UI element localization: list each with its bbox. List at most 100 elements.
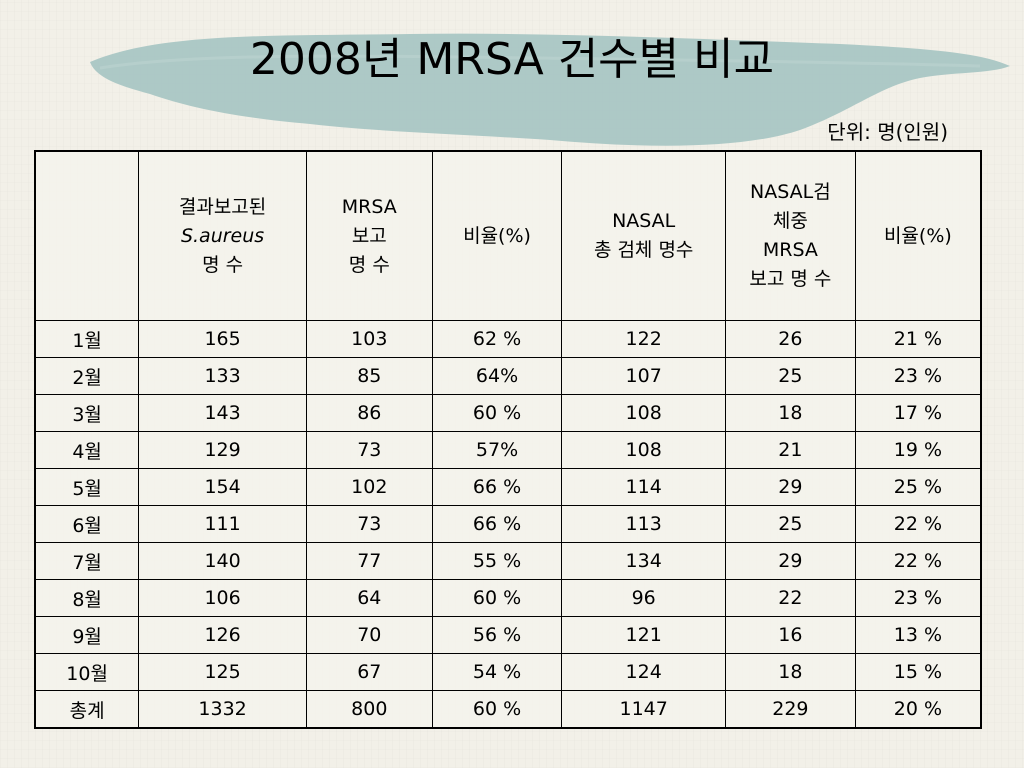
table-row: 1월 165 103 62 % 122 26 21 %	[34, 320, 982, 358]
column-header-line: MRSA	[341, 195, 397, 218]
table-cell: 73	[305, 431, 433, 469]
row-label-cell: 5월	[34, 468, 140, 506]
table-row: 총계 1332 800 60 % 1147 229 20 %	[34, 690, 982, 729]
table-cell: 56 %	[431, 616, 563, 654]
column-header-line: 비율(%)	[463, 224, 531, 247]
table-cell: 23 %	[854, 357, 982, 395]
table-cell: 140	[138, 542, 307, 580]
column-header-line: 보고 명 수	[749, 268, 832, 290]
table-body: 1월 165 103 62 % 122 26 21 % 2월 133 85 64% 107 25 23 %…	[34, 320, 982, 729]
row-label-cell: 1월	[34, 320, 140, 358]
brush-stroke-decoration	[90, 33, 1010, 146]
table-row: 3월 143 86 60 % 108 18 17 %	[34, 394, 982, 432]
table-cell: 125	[138, 653, 307, 691]
table-cell: 122	[561, 320, 726, 358]
table-cell: 25	[725, 357, 856, 395]
table-cell: 13 %	[854, 616, 982, 654]
unit-label: 단위: 명(인원)	[827, 120, 948, 144]
table-cell: 17 %	[854, 394, 982, 432]
table-cell: 86	[305, 394, 433, 432]
table-cell: 134	[561, 542, 726, 580]
table-cell: 1332	[138, 690, 307, 729]
table-cell: 21	[725, 431, 856, 469]
table-cell: 19 %	[854, 431, 982, 469]
table-cell: 108	[561, 394, 726, 432]
table-cell: 18	[725, 653, 856, 691]
table-cell: 800	[305, 690, 433, 729]
table-cell: 165	[138, 320, 307, 358]
column-header-line: 총 검체 명수	[593, 239, 694, 261]
table-cell: 111	[138, 505, 307, 543]
table-cell: 64	[305, 579, 433, 617]
table-cell: 108	[561, 431, 726, 469]
table-cell: 18	[725, 394, 856, 432]
column-header	[34, 150, 140, 321]
table-cell: 124	[561, 653, 726, 691]
table-row: 9월 126 70 56 % 121 16 13 %	[34, 616, 982, 654]
table-cell: 21 %	[854, 320, 982, 358]
table-cell: 60 %	[431, 690, 563, 729]
table-row: 10월 125 67 54 % 124 18 15 %	[34, 653, 982, 691]
table-cell: 22 %	[854, 505, 982, 543]
table-cell: 29	[725, 468, 856, 506]
table-cell: 22	[725, 579, 856, 617]
column-header-line: 명 수	[348, 253, 390, 276]
table-cell: 26	[725, 320, 856, 358]
table-cell: 143	[138, 394, 307, 432]
column-header-line: 결과보고된	[178, 195, 267, 218]
table-cell: 25 %	[854, 468, 982, 506]
table-cell: 25	[725, 505, 856, 543]
table-cell: 67	[305, 653, 433, 691]
column-header-line: 보고	[351, 224, 387, 247]
table-cell: 60 %	[431, 579, 563, 617]
table-cell: 77	[305, 542, 433, 580]
column-header-line: NASAL검	[750, 181, 831, 203]
table-cell: 121	[561, 616, 726, 654]
table-cell: 107	[561, 357, 726, 395]
row-label-cell: 9월	[34, 616, 140, 654]
column-header-line: 명 수	[202, 253, 244, 276]
column-header: NASAL 총 검체 명수	[561, 150, 726, 321]
table-cell: 106	[138, 579, 307, 617]
table-cell: 133	[138, 357, 307, 395]
table-cell: 16	[725, 616, 856, 654]
table-cell: 102	[305, 468, 433, 506]
table-cell: 154	[138, 468, 307, 506]
table-cell: 114	[561, 468, 726, 506]
table-row: 2월 133 85 64% 107 25 23 %	[34, 357, 982, 395]
table-row: 7월 140 77 55 % 134 29 22 %	[34, 542, 982, 580]
page-title: 2008년 MRSA 건수별 비교	[249, 34, 775, 85]
column-header: 결과보고된 S.aureus 명 수	[138, 150, 307, 321]
column-header-line: 비율(%)	[883, 224, 952, 247]
table-cell: 29	[725, 542, 856, 580]
table-cell: 85	[305, 357, 433, 395]
table-cell: 22 %	[854, 542, 982, 580]
table-cell: 66 %	[431, 505, 563, 543]
table-cell: 73	[305, 505, 433, 543]
table-cell: 70	[305, 616, 433, 654]
table-cell: 96	[561, 579, 726, 617]
table-cell: 54 %	[431, 653, 563, 691]
row-label-cell: 3월	[34, 394, 140, 432]
column-header-line: 체중	[772, 210, 808, 232]
table-cell: 126	[138, 616, 307, 654]
table-cell: 64%	[431, 357, 563, 395]
table-cell: 23 %	[854, 579, 982, 617]
row-label-cell: 6월	[34, 505, 140, 543]
column-header: 비율(%)	[431, 150, 563, 321]
column-header-line: MRSA	[762, 239, 818, 261]
table-cell: 113	[561, 505, 726, 543]
table-row: 5월 154 102 66 % 114 29 25 %	[34, 468, 982, 506]
table-cell: 62 %	[431, 320, 563, 358]
row-label-cell: 총계	[34, 690, 140, 729]
row-label-cell: 4월	[34, 431, 140, 469]
table-cell: 103	[305, 320, 433, 358]
row-label-cell: 2월	[34, 357, 140, 395]
column-header-line: S.aureus	[180, 224, 265, 247]
row-label-cell: 10월	[34, 653, 140, 691]
table-cell: 229	[725, 690, 856, 729]
